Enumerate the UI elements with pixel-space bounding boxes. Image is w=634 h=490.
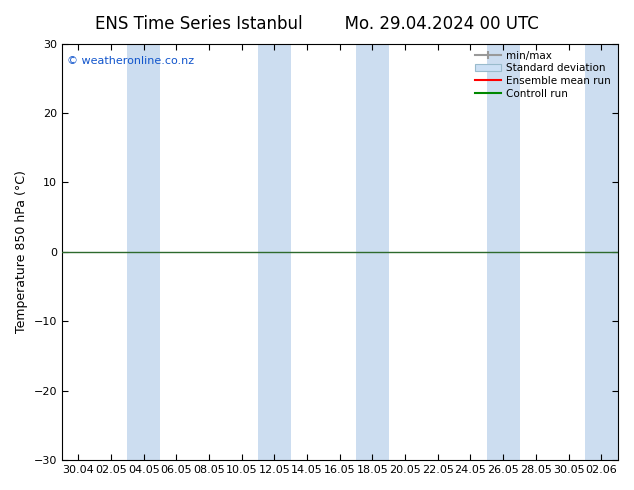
Bar xyxy=(585,44,618,460)
Text: ENS Time Series Istanbul        Mo. 29.04.2024 00 UTC: ENS Time Series Istanbul Mo. 29.04.2024 … xyxy=(95,15,539,33)
Bar xyxy=(258,44,291,460)
Y-axis label: Temperature 850 hPa (°C): Temperature 850 hPa (°C) xyxy=(15,171,28,333)
Legend: min/max, Standard deviation, Ensemble mean run, Controll run: min/max, Standard deviation, Ensemble me… xyxy=(473,49,612,100)
Bar xyxy=(127,44,160,460)
Bar xyxy=(487,44,519,460)
Text: © weatheronline.co.nz: © weatheronline.co.nz xyxy=(67,56,195,66)
Bar xyxy=(356,44,389,460)
